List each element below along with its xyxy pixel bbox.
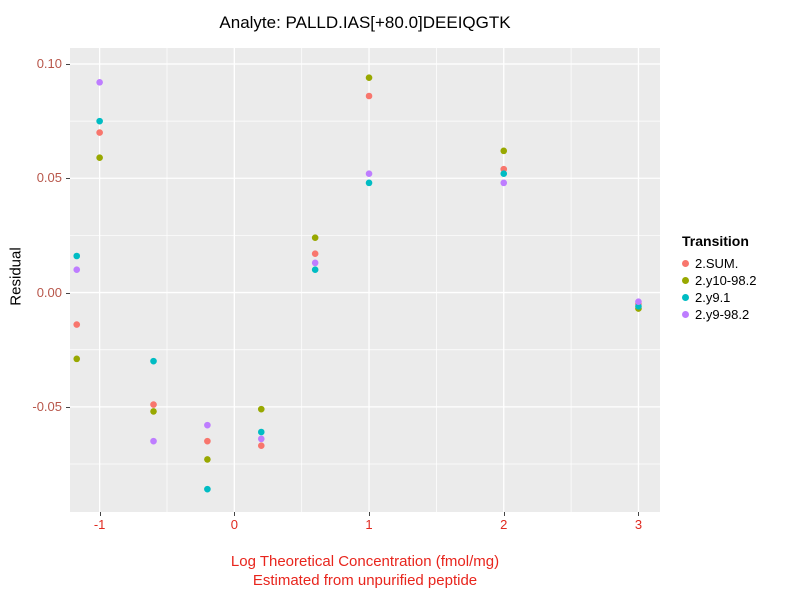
data-point: [73, 266, 81, 274]
data-point: [204, 485, 211, 493]
x-axis-label-line2: Estimated from unpurified peptide: [252, 572, 478, 589]
data-point: [257, 428, 265, 436]
legend-item-label: 2.y9.1: [695, 290, 731, 305]
data-point: [257, 435, 265, 443]
legend-item-label: 2.y9-98.2: [695, 307, 750, 322]
x-tick-mark: [638, 512, 640, 516]
y-tick-mark: [66, 178, 70, 180]
x-tick-label: 0: [230, 517, 238, 532]
x-tick-label: 1: [365, 517, 373, 532]
data-point: [96, 129, 103, 136]
data-point: [204, 421, 211, 429]
data-point: [500, 170, 508, 178]
data-point: [150, 401, 157, 408]
x-tick-label: -1: [93, 517, 106, 532]
data-point: [150, 408, 157, 415]
x-tick-mark: [503, 512, 505, 516]
legend-items: 2.SUM. 2.y10-98.2 2.y9.1 2.y9-98.2: [682, 255, 756, 323]
legend-item: 2.y9-98.2: [682, 306, 756, 323]
data-point: [257, 405, 265, 413]
data-point: [500, 179, 508, 187]
y-tick-label: 0.00: [36, 284, 62, 300]
legend-item-label: 2.y10-98.2: [695, 273, 757, 288]
x-tick-label: 2: [500, 517, 508, 532]
plot-canvas: [70, 48, 660, 512]
plot-title: Analyte: PALLD.IAS[+80.0]DEEIQGTK: [219, 13, 511, 32]
x-tick-mark: [234, 512, 236, 516]
data-point: [635, 302, 642, 310]
x-axis-label-line1: Log Theoretical Concentration (fmol/mg): [230, 553, 500, 570]
data-point: [311, 259, 319, 267]
data-point: [365, 74, 373, 82]
y-tick-label: -0.05: [32, 398, 62, 414]
legend-item: 2.y9.1: [682, 289, 756, 306]
x-tick-mark: [99, 512, 101, 516]
data-point: [204, 437, 211, 445]
x-axis-label: Log Theoretical Concentration (fmol/mg) …: [70, 552, 660, 590]
y-tick-mark: [66, 292, 70, 294]
legend-item: 2.SUM.: [682, 255, 756, 272]
plot-panel: [70, 48, 660, 512]
legend-dot-icon: [682, 311, 689, 318]
data-point: [257, 442, 265, 450]
data-point: [311, 234, 319, 242]
legend-dot-icon: [682, 294, 689, 301]
data-point: [150, 357, 157, 365]
y-tick-label: 0.10: [36, 56, 62, 71]
data-point: [73, 321, 81, 328]
data-point: [96, 78, 103, 86]
data-point: [311, 266, 319, 274]
y-tick-mark: [66, 64, 70, 65]
legend-title: Transition: [682, 233, 749, 249]
legend-dot-icon: [682, 260, 689, 267]
data-point: [96, 117, 103, 125]
data-point: [500, 147, 508, 155]
y-axis-label: Residual: [7, 247, 25, 306]
x-tick-label: 3: [634, 517, 643, 532]
x-tick-mark: [369, 512, 371, 516]
data-point: [365, 179, 373, 187]
data-point: [500, 165, 508, 173]
legend-dot-icon: [682, 277, 689, 284]
data-point: [73, 252, 81, 260]
data-point: [365, 170, 373, 178]
data-point: [365, 92, 373, 100]
y-tick-label: 0.05: [36, 170, 62, 186]
legend: Transition 2.SUM. 2.y10-98.2 2.y9.1 2.y9-98…: [682, 233, 756, 323]
data-point: [96, 154, 103, 162]
legend-item-label: 2.SUM.: [695, 256, 739, 271]
data-point: [150, 437, 157, 445]
legend-item: 2.y10-98.2: [682, 272, 756, 289]
data-point: [204, 456, 211, 463]
data-point: [73, 355, 81, 363]
y-tick-mark: [66, 406, 70, 408]
data-point: [311, 250, 319, 258]
data-point: [635, 298, 642, 306]
